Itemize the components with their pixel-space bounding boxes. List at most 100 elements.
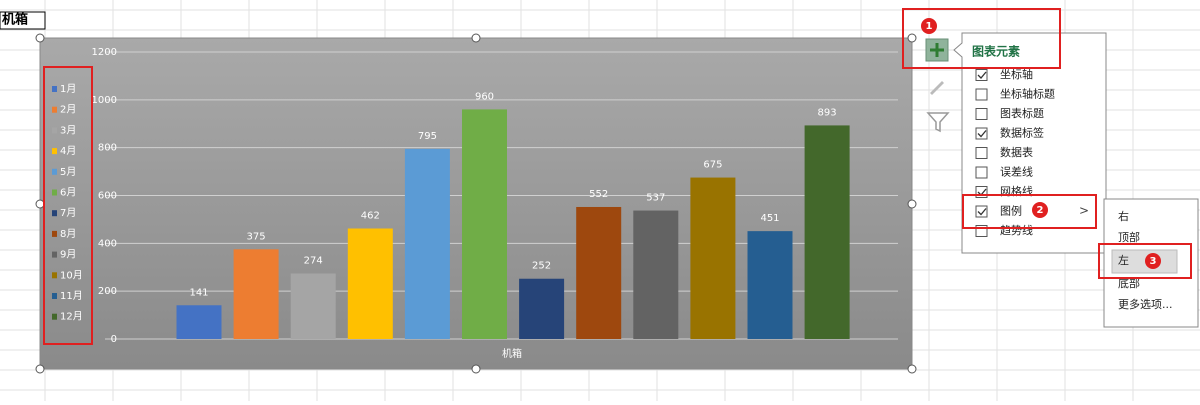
data-label: 537 xyxy=(646,193,665,204)
checkbox[interactable] xyxy=(975,69,988,81)
submenu-item[interactable]: 底部 xyxy=(1118,276,1140,290)
item-label[interactable]: 趋势线 xyxy=(1000,223,1033,237)
bar xyxy=(747,231,793,339)
legend-label: 5月 xyxy=(60,166,76,178)
data-label: 141 xyxy=(189,287,208,298)
checkbox[interactable] xyxy=(975,186,988,198)
filter-button[interactable] xyxy=(926,112,950,133)
style-button[interactable] xyxy=(930,81,944,95)
checkbox[interactable] xyxy=(975,88,988,101)
badge xyxy=(1032,202,1048,218)
legend-swatch xyxy=(52,189,57,196)
y-tick-label: 800 xyxy=(98,143,117,154)
badge xyxy=(1145,253,1161,269)
panel-title: 图表元素 xyxy=(972,44,1020,59)
item-label[interactable]: 数据标签 xyxy=(1000,126,1044,140)
data-label: 375 xyxy=(247,231,266,242)
y-tick-label: 1000 xyxy=(92,95,117,106)
legend-label: 12月 xyxy=(60,311,83,323)
bar xyxy=(576,206,622,339)
submenu-items: 右顶部左底部更多选项... xyxy=(1118,209,1173,311)
bar xyxy=(690,177,736,339)
legend-swatch xyxy=(52,106,57,113)
checkmark xyxy=(977,208,987,216)
legend-label: 4月 xyxy=(60,145,76,157)
item-label[interactable]: 误差线 xyxy=(1000,165,1033,179)
data-label: 795 xyxy=(418,131,437,142)
legend-swatch xyxy=(52,293,57,299)
legend-swatch xyxy=(52,230,57,237)
badge-text: 1 xyxy=(926,21,933,32)
submenu-item[interactable]: 左 xyxy=(1118,254,1129,267)
checkbox[interactable] xyxy=(975,127,988,140)
data-label: 893 xyxy=(818,107,837,118)
item-label[interactable]: 数据表 xyxy=(1000,145,1033,159)
legend-swatch xyxy=(52,86,57,92)
legend-swatch xyxy=(52,251,57,258)
legend-label: 8月 xyxy=(60,228,76,240)
badge-text: 2 xyxy=(1037,205,1044,216)
data-label: 960 xyxy=(475,91,494,102)
bar xyxy=(519,278,565,339)
legend-label: 11月 xyxy=(60,290,83,302)
item-label[interactable]: 坐标轴标题 xyxy=(1000,87,1055,101)
data-label: 675 xyxy=(703,160,722,171)
elements-panel xyxy=(953,32,1107,254)
bar xyxy=(462,109,507,340)
checkbox[interactable] xyxy=(975,108,988,120)
checkbox[interactable] xyxy=(975,225,988,237)
badges: 1 2 3 xyxy=(921,18,1161,269)
checkbox[interactable] xyxy=(975,166,988,179)
data-label: 451 xyxy=(760,213,779,224)
legend-label: 7月 xyxy=(60,207,76,219)
submenu-item[interactable]: 更多选项... xyxy=(1118,297,1173,311)
cell-text: 机箱 xyxy=(2,12,28,28)
data-label: 552 xyxy=(589,189,608,200)
y-tick-label: 1200 xyxy=(92,47,117,58)
checkbox[interactable] xyxy=(975,147,988,159)
submenu-item[interactable]: 顶部 xyxy=(1118,230,1140,244)
y-tick-label: 200 xyxy=(98,286,117,297)
handles xyxy=(35,33,917,374)
item-label[interactable]: 图表标题 xyxy=(1000,106,1044,120)
bar xyxy=(347,228,393,339)
bar xyxy=(233,249,279,339)
bar xyxy=(804,125,850,339)
annotation-boxes xyxy=(43,8,1192,345)
bar xyxy=(176,305,222,339)
bar xyxy=(633,210,679,339)
checkbox[interactable] xyxy=(975,205,988,218)
bar xyxy=(290,273,336,339)
data-label: 274 xyxy=(304,255,323,266)
x-tick-label: 机箱 xyxy=(502,347,522,360)
item-label[interactable]: 坐标轴 xyxy=(1000,67,1033,81)
badge-text: 3 xyxy=(1150,256,1157,267)
chart: 0 200 400 600 800 1000 1200 141 1月 375 2月 274 3月 462 4… xyxy=(52,47,898,360)
y-tick-label: 600 xyxy=(98,191,117,202)
legend-label: 3月 xyxy=(60,124,76,136)
bar xyxy=(404,148,450,339)
legend-label: 10月 xyxy=(60,269,83,281)
legend-label: 9月 xyxy=(60,249,76,261)
legend-label: 6月 xyxy=(60,187,76,199)
legend-swatch xyxy=(52,313,57,320)
legend-swatch xyxy=(52,168,57,175)
y-tick-label: 0 xyxy=(111,334,117,345)
legend-swatch xyxy=(52,127,57,134)
legend-label: 2月 xyxy=(60,104,76,116)
item-label[interactable]: 图例 xyxy=(1000,204,1022,218)
submenu-arrow: > xyxy=(1079,204,1089,218)
data-label: 462 xyxy=(361,211,380,222)
checkmark xyxy=(977,71,987,79)
legend-swatch xyxy=(52,210,57,217)
legend-swatch xyxy=(52,272,57,279)
cell[interactable] xyxy=(0,11,46,30)
checkmark xyxy=(977,130,987,138)
submenu-item[interactable]: 右 xyxy=(1118,209,1129,223)
badge xyxy=(921,18,937,34)
data-label: 252 xyxy=(532,261,551,272)
submenu-highlight xyxy=(1111,249,1178,274)
legend-label: 1月 xyxy=(60,83,76,95)
legend-swatch xyxy=(52,148,57,155)
